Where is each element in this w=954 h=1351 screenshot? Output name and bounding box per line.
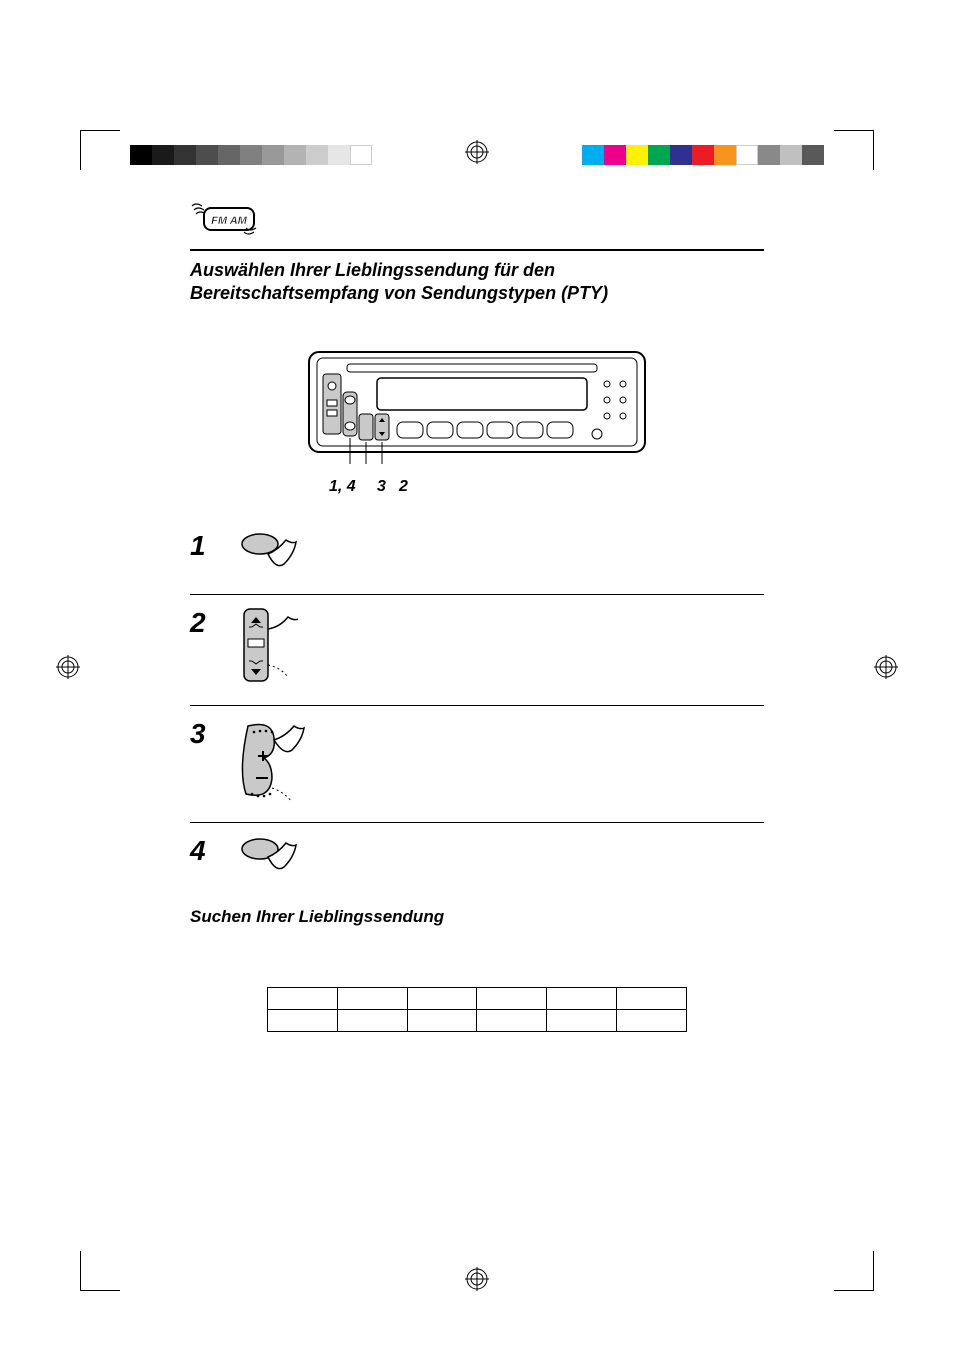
crop-mark-icon (80, 130, 120, 170)
step-number: 2 (190, 605, 220, 637)
step-row: 4 (190, 823, 764, 893)
fm-am-badge-icon: FM AM (190, 200, 260, 236)
step-row: 1 (190, 518, 764, 595)
svg-text:FM AM: FM AM (211, 215, 247, 227)
callout-3: 3 (377, 478, 386, 496)
registration-mark-icon (465, 1267, 489, 1291)
rocker-updown-icon (238, 605, 308, 695)
callout-1-4: 1, 4 (329, 478, 356, 496)
steps-list: 1 2 (190, 518, 764, 893)
color-swatches (582, 145, 824, 165)
registration-mark-icon (465, 140, 489, 164)
step-number: 3 (190, 716, 220, 748)
registration-mark-icon (56, 655, 80, 679)
step-row: 3 (190, 706, 764, 823)
step-number: 1 (190, 528, 220, 560)
divider (190, 249, 764, 251)
crop-mark-icon (834, 130, 874, 170)
step-row: 2 (190, 595, 764, 706)
press-button-icon (238, 833, 308, 883)
registration-mark-icon (874, 655, 898, 679)
step-number: 4 (190, 833, 220, 865)
preset-table (267, 987, 687, 1032)
grayscale-swatches (130, 145, 372, 165)
crop-mark-icon (834, 1251, 874, 1291)
callout-2: 2 (399, 478, 408, 496)
page-title: Auswählen Ihrer Lieblingssendung für den… (190, 259, 764, 304)
table-row (268, 1010, 687, 1032)
crop-mark-icon (80, 1251, 120, 1291)
diagram-callouts: 1, 4 3 2 (307, 478, 647, 508)
title-line2: Bereitschaftsempfang von Sendungstypen (… (190, 283, 608, 303)
volume-rocker-icon (238, 716, 308, 812)
title-line1: Auswählen Ihrer Lieblingssendung für den (190, 260, 555, 280)
press-button-icon (238, 528, 308, 584)
page-content: FM AM Auswählen Ihrer Lieblingssendung f… (190, 200, 764, 1231)
table-row (268, 988, 687, 1010)
radio-diagram: 1, 4 3 2 (190, 344, 764, 508)
subheading: Suchen Ihrer Lieblingssendung (190, 907, 764, 927)
